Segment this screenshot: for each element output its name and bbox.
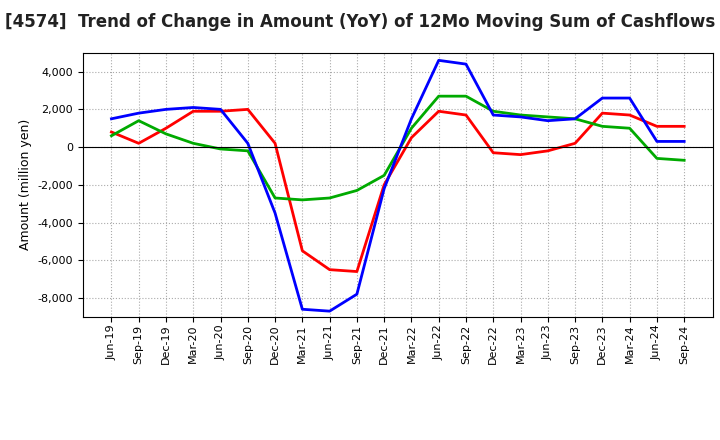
Free Cashflow [625, 95, 634, 101]
Operating Cashflow [598, 110, 607, 116]
Operating Cashflow [298, 248, 307, 253]
Operating Cashflow [680, 124, 688, 129]
Operating Cashflow [434, 109, 443, 114]
Free Cashflow [680, 139, 688, 144]
Investing Cashflow [571, 116, 580, 121]
Free Cashflow [652, 139, 661, 144]
Investing Cashflow [407, 125, 415, 131]
Free Cashflow [298, 307, 307, 312]
Free Cashflow [407, 116, 415, 121]
Free Cashflow [544, 118, 552, 123]
Free Cashflow [162, 107, 171, 112]
Free Cashflow [434, 58, 443, 63]
Free Cashflow [243, 141, 252, 146]
Operating Cashflow [380, 182, 389, 187]
Investing Cashflow [462, 94, 470, 99]
Investing Cashflow [598, 124, 607, 129]
Operating Cashflow [544, 148, 552, 154]
Y-axis label: Amount (million yen): Amount (million yen) [19, 119, 32, 250]
Investing Cashflow [298, 197, 307, 202]
Free Cashflow [216, 107, 225, 112]
Line: Free Cashflow: Free Cashflow [112, 60, 684, 311]
Investing Cashflow [243, 148, 252, 154]
Operating Cashflow [489, 150, 498, 155]
Investing Cashflow [516, 112, 525, 117]
Operating Cashflow [135, 141, 143, 146]
Investing Cashflow [325, 195, 334, 201]
Operating Cashflow [571, 141, 580, 146]
Investing Cashflow [271, 195, 279, 201]
Operating Cashflow [243, 107, 252, 112]
Operating Cashflow [652, 124, 661, 129]
Operating Cashflow [325, 267, 334, 272]
Investing Cashflow [189, 141, 197, 146]
Operating Cashflow [107, 129, 116, 135]
Investing Cashflow [434, 94, 443, 99]
Operating Cashflow [407, 135, 415, 140]
Operating Cashflow [353, 269, 361, 274]
Free Cashflow [325, 308, 334, 314]
Operating Cashflow [625, 112, 634, 117]
Free Cashflow [107, 116, 116, 121]
Operating Cashflow [271, 141, 279, 146]
Operating Cashflow [462, 112, 470, 117]
Operating Cashflow [162, 125, 171, 131]
Investing Cashflow [353, 188, 361, 193]
Free Cashflow [380, 186, 389, 191]
Free Cashflow [462, 62, 470, 67]
Investing Cashflow [680, 158, 688, 163]
Investing Cashflow [652, 156, 661, 161]
Investing Cashflow [107, 133, 116, 139]
Investing Cashflow [162, 131, 171, 136]
Operating Cashflow [516, 152, 525, 157]
Operating Cashflow [216, 109, 225, 114]
Investing Cashflow [380, 173, 389, 178]
Text: [4574]  Trend of Change in Amount (YoY) of 12Mo Moving Sum of Cashflows: [4574] Trend of Change in Amount (YoY) o… [5, 13, 715, 31]
Free Cashflow [271, 210, 279, 216]
Investing Cashflow [544, 114, 552, 120]
Line: Investing Cashflow: Investing Cashflow [112, 96, 684, 200]
Free Cashflow [516, 114, 525, 120]
Line: Operating Cashflow: Operating Cashflow [112, 110, 684, 271]
Investing Cashflow [135, 118, 143, 123]
Investing Cashflow [489, 109, 498, 114]
Investing Cashflow [216, 147, 225, 152]
Free Cashflow [189, 105, 197, 110]
Operating Cashflow [189, 109, 197, 114]
Free Cashflow [598, 95, 607, 101]
Free Cashflow [353, 292, 361, 297]
Free Cashflow [571, 116, 580, 121]
Investing Cashflow [625, 125, 634, 131]
Free Cashflow [135, 110, 143, 116]
Free Cashflow [489, 112, 498, 117]
